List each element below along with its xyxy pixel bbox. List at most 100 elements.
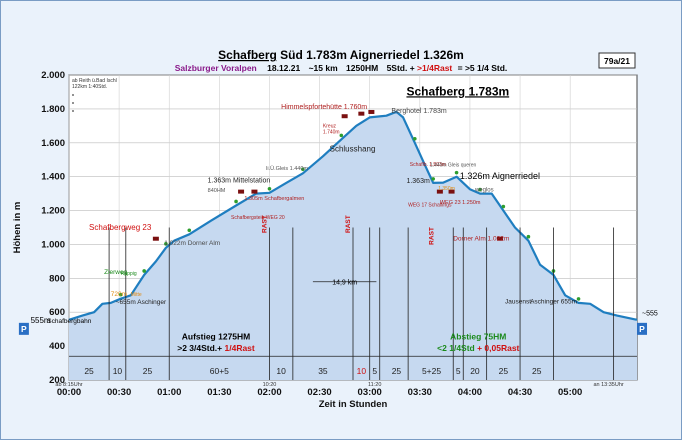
parking-marker	[18, 322, 29, 335]
descent-summary-line: Abstieg 75HM	[450, 331, 506, 341]
y-axis-label: Höhen in m	[12, 202, 23, 254]
segment-minutes: 35	[318, 366, 328, 376]
time-note: 10:20	[263, 382, 277, 388]
note-bullet	[72, 94, 74, 96]
time-note: 11:20	[368, 382, 381, 388]
x-axis-label: Zeit in Stunden	[319, 399, 388, 410]
vegetation-dot	[454, 170, 459, 175]
profile-annotation: Schafbergsteig WEG 20	[231, 215, 285, 221]
vegetation-dot	[234, 199, 238, 204]
segment-minutes: 25	[143, 366, 153, 376]
profile-annotation: 1.440m Gleis queren	[430, 163, 477, 169]
profile-annotation: 1.305m Schafbergalmen	[244, 196, 304, 202]
x-tick-label: 03:30	[408, 387, 432, 398]
rast-label: RAST	[429, 227, 436, 245]
time-note: an 13:35Uhr	[593, 382, 623, 388]
profile-annotation: ~655m Aschinger	[116, 299, 167, 306]
profile-annotation: li.Ü.Gleis 1.440m	[266, 165, 308, 172]
date-label: 18.12.21	[267, 63, 300, 73]
chart-title: Schafberg Süd 1.783m Aignerriedel 1.326m	[218, 48, 464, 62]
y-tick-label: 1.000	[41, 239, 65, 250]
hut-marker	[448, 189, 455, 194]
distance-label: 14,9 km	[332, 280, 357, 287]
tour-tag-box	[598, 52, 636, 69]
y-tick-label: 400	[49, 341, 65, 352]
hut-marker	[497, 236, 504, 241]
segment-minutes: 60+5	[210, 366, 229, 376]
segment-minutes: 25	[84, 366, 94, 376]
segment-minutes: 10	[276, 366, 286, 376]
profile-annotation: Jausenst.	[505, 298, 533, 305]
total-time-label: = >5 1/4 Std.	[458, 63, 508, 73]
profile-annotation: 1.740m	[323, 130, 340, 136]
profile-annotation: 1.363m Mittelstation	[208, 178, 271, 185]
segment-minutes: 20	[470, 366, 480, 376]
parking-marker-label: P	[639, 324, 645, 334]
vegetation-dot	[526, 234, 531, 239]
x-tick-label: 00:30	[107, 387, 131, 398]
x-tick-label: 04:30	[508, 387, 532, 398]
profile-annotation: 555m	[31, 316, 51, 325]
profile-line	[68, 110, 638, 321]
vegetation-dot	[501, 204, 506, 209]
trip-note: ab Reith ü.Bad Ischl	[72, 78, 117, 84]
segment-minutes: 10	[357, 366, 367, 376]
parking-marker-label: P	[21, 324, 27, 334]
rast-label: RAST	[345, 215, 352, 233]
hut-marker	[152, 236, 159, 241]
profile-annotation: Aschinger 655m	[530, 298, 577, 305]
y-tick-label: 2.000	[41, 70, 65, 81]
hut-marker	[358, 111, 365, 116]
profile-annotation: WEG 17 Schaflings	[408, 202, 452, 208]
x-tick-label: 02:30	[307, 387, 331, 398]
ascent-summary-rest: 1/4Rast	[222, 343, 255, 353]
title-schafberg: Schafberg	[218, 48, 277, 62]
x-tick-label: 02:00	[257, 387, 281, 398]
vegetation-dot	[478, 187, 482, 192]
profile-annotation: Berghotel 1.783m	[391, 108, 446, 115]
rast-label: RAST	[261, 215, 268, 233]
hut-marker	[368, 109, 375, 114]
region-label: Salzburger Voralpen	[175, 63, 257, 73]
segment-minutes: 10	[113, 366, 123, 376]
y-tick-label: 1.600	[41, 138, 65, 149]
descent-summary-line: <2 1/4Std + 0,05Rast	[437, 343, 519, 353]
profile-annotation: 1.022m Dorner Alm	[164, 240, 220, 247]
vegetation-dot	[164, 242, 168, 246]
vegetation-dot	[339, 133, 344, 138]
parking-marker	[637, 322, 648, 335]
ascent-summary-line: Aufstieg 1275HM	[182, 331, 251, 341]
y-tick-label: 1.800	[41, 104, 65, 115]
profile-annotation: Kreuz	[323, 124, 337, 130]
rest-label: >1/4Rast	[417, 63, 452, 73]
profile-annotation: 1.326m Aignerriedel	[460, 171, 540, 181]
x-tick-label: 04:00	[458, 387, 482, 398]
profile-annotation: 840HM	[208, 188, 226, 194]
profile-annotation: Schafbergbahn	[47, 318, 91, 325]
segment-minutes: 25	[499, 366, 509, 376]
elevation-gain-label: 1250HM	[346, 63, 378, 73]
chart-header: Schafberg Süd 1.783m Aignerriedel 1.326m…	[175, 48, 636, 73]
hut-marker	[436, 189, 443, 194]
tour-tag: 79a/21	[604, 56, 630, 66]
x-tick-label: 05:00	[558, 387, 582, 398]
trip-note: 122km 1:40Std.	[72, 84, 107, 90]
y-tick-label: 1.200	[41, 206, 65, 217]
vegetation-dot	[142, 269, 146, 273]
time-note: ab 8:15Uhr	[55, 382, 82, 388]
segment-minutes: 5	[456, 366, 461, 376]
profile-annotation: Mitte	[131, 292, 142, 298]
profile-annotation: Schafberg 1.783m	[406, 84, 509, 98]
vegetation-dot	[187, 228, 192, 233]
hut-marker	[251, 189, 258, 194]
note-bullet	[72, 102, 74, 104]
time-label: 5Std. +	[387, 63, 415, 73]
x-tick-label: 03:00	[358, 387, 382, 398]
segment-minutes: 25	[532, 366, 542, 376]
y-tick-label: 600	[49, 307, 65, 318]
x-tick-label: 01:00	[157, 387, 181, 398]
distance-label: ~15 km	[309, 63, 339, 73]
chart-subtitle: Salzburger Voralpen 18.12.21 ~15 km 1250…	[175, 63, 508, 73]
y-tick-label: 1.400	[41, 172, 65, 183]
